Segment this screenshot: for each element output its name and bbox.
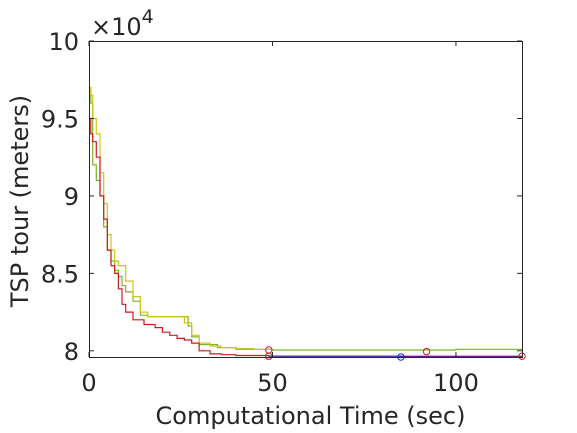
plot-area <box>89 41 522 357</box>
y-exponent-prefix: ×10 <box>91 13 142 41</box>
y-exponent-label: ×104 <box>91 6 154 41</box>
x-tick-label-0: 0 <box>81 369 96 397</box>
series-line-3 <box>89 117 522 357</box>
y-tick-label-0: 8 <box>64 338 79 366</box>
series-line-2 <box>89 86 270 350</box>
x-axis-label: Computational Time (sec) <box>156 402 466 430</box>
y-tick-label-4: 10 <box>48 28 79 56</box>
series-layer <box>89 86 523 358</box>
y-tick-label-1: 8.5 <box>41 260 79 288</box>
plot-frame <box>89 41 523 358</box>
x-tick-label-1: 50 <box>257 369 288 397</box>
x-tick-label-2: 100 <box>433 369 479 397</box>
y-axis-label: TSP tour (meters) <box>6 95 34 308</box>
y-tick-label-3: 9.5 <box>41 105 79 133</box>
tick-layer: 0 50 100 8 8.5 9 9.5 10 <box>41 28 522 397</box>
y-exponent-power: 4 <box>142 6 154 28</box>
y-tick-label-2: 9 <box>64 183 79 211</box>
end-marker-4 <box>422 347 431 356</box>
